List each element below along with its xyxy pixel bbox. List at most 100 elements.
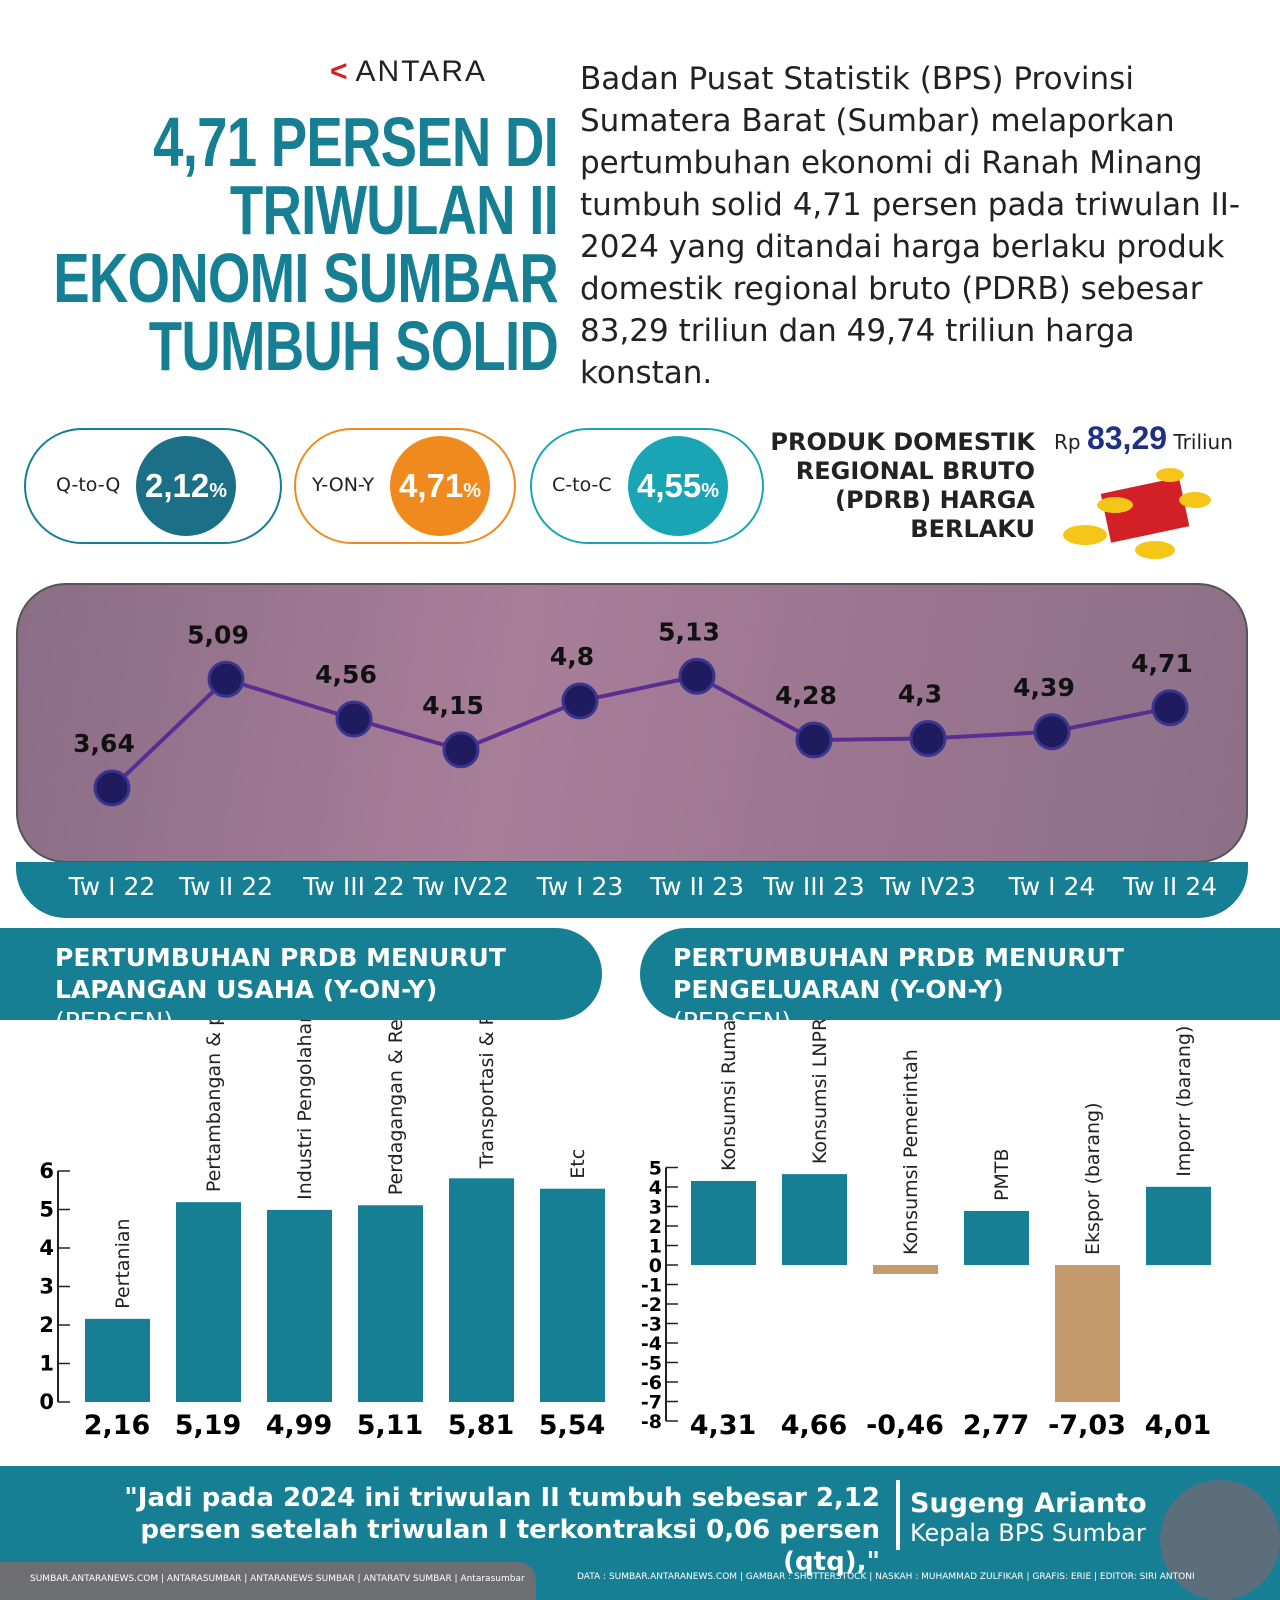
y-tick-label: 5 — [649, 1158, 662, 1180]
y-tick-label: 2 — [649, 1216, 662, 1238]
pdrb-value: Rp 83,29 Triliun — [1054, 420, 1233, 457]
y-tick-label: 0 — [649, 1255, 662, 1277]
social-links: SUMBAR.ANTARANEWS.COM | ANTARASUMBAR | A… — [0, 1562, 536, 1600]
category-label: Ekspor (barang) — [1082, 1102, 1104, 1255]
x-tick-label: Tw III 23 — [763, 872, 865, 901]
y-tick-label: 4 — [649, 1177, 662, 1199]
value-label: 5,11 — [357, 1410, 424, 1441]
y-tick-label: -7 — [641, 1392, 662, 1414]
bar — [782, 1174, 847, 1265]
category-label: Pertanian — [112, 1218, 134, 1308]
category-label: Konsumsi Pemerintah — [900, 1049, 922, 1255]
bar — [1146, 1186, 1211, 1265]
x-tick-label: Tw I 24 — [1008, 872, 1096, 901]
value-label: -7,03 — [1048, 1410, 1126, 1441]
bar — [964, 1210, 1029, 1265]
bar — [358, 1205, 423, 1402]
x-tick-label: Tw IV22 — [413, 872, 509, 901]
speaker-name: Sugeng Arianto — [910, 1488, 1147, 1519]
x-tick-label: Tw II 22 — [178, 872, 274, 901]
data-point — [207, 660, 245, 698]
line-chart: 3,64 5,09 4,56 4,15 4,8 5,13 4,28 4,3 4,39 4,71 — [73, 617, 1193, 807]
y-tick-label: 3 — [649, 1197, 662, 1219]
data-point — [795, 721, 833, 759]
y-tick-label: 4 — [39, 1236, 54, 1260]
data-point — [1151, 689, 1189, 727]
bar — [540, 1188, 605, 1402]
section-title: PERTUMBUHAN PRDB MENURUT LAPANGAN USAHA … — [55, 943, 506, 1004]
category-label: Konsumsi LNPRT — [809, 1020, 831, 1164]
indicator-circle: 4,71% — [390, 436, 490, 536]
x-tick-label: Tw III 22 — [303, 872, 405, 901]
y-tick-label: 1 — [649, 1236, 662, 1258]
pdrb-unit: Triliun — [1173, 430, 1233, 454]
x-tick-label: Tw I 22 — [68, 872, 156, 901]
category-label: Transportasi & Pergudangan — [476, 1020, 498, 1169]
data-point — [335, 700, 373, 738]
data-label: 5,13 — [658, 617, 720, 646]
y-tick-label: -5 — [641, 1353, 662, 1375]
data-point — [93, 769, 131, 807]
quote-text: "Jadi pada 2024 ini triwulan II tumbuh s… — [124, 1483, 880, 1577]
bar — [267, 1209, 332, 1402]
line-chart-axis-band — [16, 862, 1248, 918]
indicator-unit: % — [209, 479, 228, 502]
antara-logo: < ANTARA — [330, 55, 487, 89]
x-tick-label: Tw II 24 — [1122, 872, 1218, 901]
data-point — [1033, 713, 1071, 751]
data-point — [442, 731, 480, 769]
category-label: Perdagangan & Reparasi — [385, 1020, 407, 1195]
y-tick-label: -8 — [641, 1411, 662, 1433]
section-header-pengeluaran: PERTUMBUHAN PRDB MENURUT PENGELUARAN (Y-… — [640, 928, 1280, 1036]
indicator-unit: % — [463, 479, 482, 502]
data-label: 3,64 — [73, 729, 135, 758]
y-tick-label: 2 — [39, 1313, 54, 1337]
money-coins-icon — [1063, 468, 1211, 559]
value-label: 2,16 — [84, 1410, 151, 1441]
data-label: 4,39 — [1013, 673, 1075, 702]
y-tick-label: 1 — [39, 1352, 54, 1376]
data-label: 4,71 — [1131, 649, 1193, 678]
bar — [1055, 1265, 1120, 1403]
speaker-role: Kepala BPS Sumbar — [910, 1519, 1146, 1547]
pdrb-label: PRODUK DOMESTIK REGIONAL BRUTO (PDRB) HA… — [770, 428, 1035, 543]
bar — [85, 1318, 150, 1402]
x-tick-label: Tw I 23 — [536, 872, 624, 901]
y-tick-label: -3 — [641, 1314, 662, 1336]
indicator-circle: 4,55% — [628, 436, 728, 536]
category-label: Etc — [567, 1149, 589, 1179]
value-label: -0,46 — [866, 1410, 944, 1441]
data-label: 4,8 — [550, 642, 594, 671]
speaker: Sugeng Arianto Kepala BPS Sumbar — [910, 1488, 1147, 1547]
x-tick-label: Tw II 23 — [649, 872, 745, 901]
data-label: 4,15 — [422, 691, 484, 720]
y-tick-label: -1 — [641, 1275, 662, 1297]
bar — [176, 1202, 241, 1402]
y-tick-label: 5 — [39, 1198, 54, 1222]
category-label: Industri Pengolahan — [294, 1020, 316, 1200]
indicator-qtoq: Q-to-Q 2,12% — [24, 428, 282, 544]
quote-divider — [896, 1480, 900, 1550]
indicator-circle: 2,12% — [136, 436, 236, 536]
section-unit: (PERSEN) — [55, 1007, 174, 1036]
indicator-label: Q-to-Q — [56, 474, 121, 496]
bar — [691, 1180, 756, 1265]
pdrb-amount: 83,29 — [1086, 420, 1168, 456]
value-label: 4,01 — [1145, 1410, 1212, 1441]
indicator-label: Y-ON-Y — [312, 474, 375, 496]
indicator-yony: Y-ON-Y 4,71% — [294, 428, 516, 544]
section-title: PERTUMBUHAN PRDB MENURUT PENGELUARAN (Y-… — [673, 943, 1124, 1004]
category-label: Konsumsi Rumah tangga — [718, 1020, 740, 1171]
value-label: 4,66 — [781, 1410, 848, 1441]
category-label: Pertambangan & penggalian — [203, 1020, 225, 1192]
section-unit: (PERSEN) — [673, 1007, 792, 1036]
antara-logo-mark-icon: < — [330, 55, 350, 88]
category-label: Imporr (barang) — [1173, 1026, 1195, 1177]
credits: DATA : SUMBAR.ANTARANEWS.COM | GAMBAR : … — [577, 1572, 1195, 1582]
y-tick-label: -4 — [641, 1333, 662, 1355]
y-tick-label: 0 — [39, 1390, 54, 1414]
data-label: 4,56 — [315, 660, 377, 689]
value-label: 2,77 — [963, 1410, 1030, 1441]
y-tick-label: 3 — [39, 1275, 54, 1299]
